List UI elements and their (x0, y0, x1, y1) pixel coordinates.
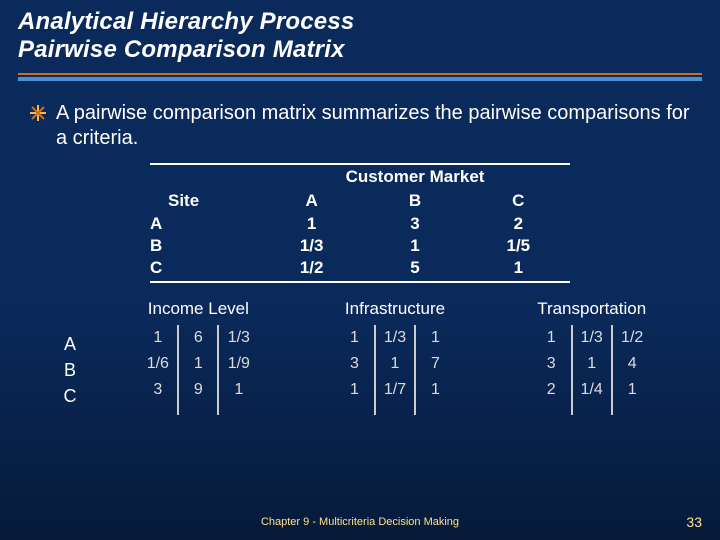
sub-row-A: A (40, 331, 100, 357)
table-cell: 1/2 (260, 257, 363, 279)
table-cell: 5 (363, 257, 466, 279)
table-cell: 7 (416, 351, 455, 377)
sub-header-income: Income Level (100, 299, 297, 319)
table-cell: 3 (363, 213, 466, 235)
table-cell: 1/3 (376, 325, 414, 351)
main-table-col-headers: Site A B C (150, 189, 570, 213)
title-line1: Analytical Hierarchy Process (18, 8, 702, 36)
col-C: C (467, 189, 570, 213)
site-header: Site (150, 189, 260, 213)
sub-row-C: C (40, 383, 100, 409)
main-table-body: A 1 3 2 B 1/3 1 1/5 C 1/2 5 1 (150, 213, 570, 279)
table-row: A 1 3 2 (150, 213, 570, 235)
table-cell: 1 (416, 325, 455, 351)
sub-header-infra: Infrastructure (297, 299, 494, 319)
table-cell: 4 (613, 351, 652, 377)
table-cell: 3 (532, 351, 571, 377)
bullet-icon (30, 105, 46, 121)
table-cell: 1 (532, 325, 571, 351)
table-cell: 1 (573, 351, 611, 377)
row-label: B (150, 235, 260, 257)
table-cell: 6 (179, 325, 217, 351)
table-cell: 2 (467, 213, 570, 235)
table-cell: 1/2 (613, 325, 652, 351)
table-cell: 1 (260, 213, 363, 235)
table-cell: 1/4 (573, 377, 611, 403)
table-cell: 1/5 (467, 235, 570, 257)
mini-table-transport: 1 3 2 1/3 1 1/4 1/2 4 1 (493, 325, 690, 415)
row-label: A (150, 213, 260, 235)
col-A: A (260, 189, 363, 213)
sub-row-B: B (40, 357, 100, 383)
table-cell: 1/6 (138, 351, 177, 377)
sub-header-transport: Transportation (493, 299, 690, 319)
table-cell: 3 (335, 351, 374, 377)
footer-center: Chapter 9 - Multicriteria Decision Makin… (0, 516, 720, 528)
table-cell: 1/3 (573, 325, 611, 351)
table-row: B 1/3 1 1/5 (150, 235, 570, 257)
table-cell: 1/7 (376, 377, 414, 403)
sub-tables-area: Income Level Infrastructure Transportati… (30, 299, 690, 415)
table-cell: 1 (335, 377, 374, 403)
table-cell: 1 (416, 377, 455, 403)
table-cell: 1 (179, 351, 217, 377)
footer-page-number: 33 (686, 514, 702, 530)
sub-row-labels: A B C (40, 325, 100, 415)
table-cell: 1/9 (219, 351, 258, 377)
table-cell: 1 (467, 257, 570, 279)
mini-table-infra: 1 3 1 1/3 1 1/7 1 7 1 (297, 325, 494, 415)
table-cell: 1/3 (219, 325, 258, 351)
sub-headers: Income Level Infrastructure Transportati… (40, 299, 690, 319)
table-row: C 1/2 5 1 (150, 257, 570, 279)
col-B: B (363, 189, 466, 213)
title-block: Analytical Hierarchy Process Pairwise Co… (0, 0, 720, 67)
table-cell: 9 (179, 377, 217, 403)
mini-table-income: 1 1/6 3 6 1 9 1/3 1/9 1 (100, 325, 297, 415)
sub-tables-row: A B C 1 1/6 3 6 1 9 1 (40, 325, 690, 415)
content-area: A pairwise comparison matrix summarizes … (0, 81, 720, 415)
table-cell: 1/3 (260, 235, 363, 257)
table-cell: 2 (532, 377, 571, 403)
table-cell: 1 (138, 325, 177, 351)
table-cell: 1 (376, 351, 414, 377)
table-cell: 1 (335, 325, 374, 351)
market-header: Customer Market (150, 165, 570, 189)
table-cell: 1 (363, 235, 466, 257)
table-cell: 1 (613, 377, 652, 403)
bullet-text: A pairwise comparison matrix summarizes … (56, 101, 690, 151)
title-underline (18, 73, 702, 81)
row-label: C (150, 257, 260, 279)
main-table: Customer Market Site A B C A 1 3 2 B 1/3… (150, 163, 570, 283)
table-cell: 1 (219, 377, 258, 403)
title-line2: Pairwise Comparison Matrix (18, 36, 702, 64)
bullet-row: A pairwise comparison matrix summarizes … (30, 101, 690, 151)
table-cell: 3 (138, 377, 177, 403)
